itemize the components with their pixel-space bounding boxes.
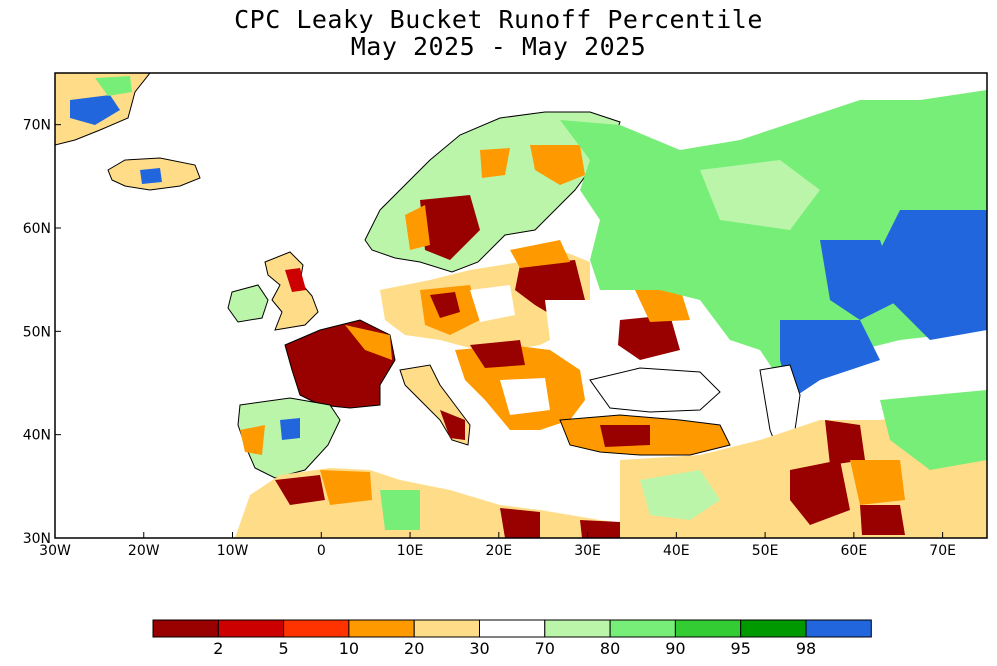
- legend-swatch: [544, 619, 611, 638]
- chart-title-line2: May 2025 - May 2025: [350, 32, 647, 61]
- region-central-asia-green: [880, 390, 987, 470]
- legend-labels: 2 5 10 20 30 70 80 90 95 98: [213, 639, 816, 658]
- legend-label: 2: [213, 639, 223, 658]
- region-north-africa-orange: [320, 470, 372, 505]
- legend-label: 10: [339, 639, 359, 658]
- legend-label: 70: [535, 639, 555, 658]
- region-baltic-orange: [510, 240, 570, 268]
- x-tick-label: 10E: [397, 543, 424, 559]
- region-norway-red: [420, 195, 480, 260]
- legend-swatch: [283, 619, 350, 638]
- region-russia-blue-central: [820, 240, 900, 320]
- map-frame: [54, 72, 988, 539]
- legend-label: 98: [796, 639, 816, 658]
- legend-swatch: [152, 619, 219, 638]
- region-turkey-red: [600, 425, 650, 447]
- x-tick-label: 20W: [128, 543, 160, 559]
- region-iran-red-central: [825, 420, 865, 465]
- legend-label: 30: [469, 639, 489, 658]
- legend-label: 80: [600, 639, 620, 658]
- x-tick-label: 70E: [929, 543, 956, 559]
- x-tick-label: 60E: [841, 543, 868, 559]
- region-greenland-green: [95, 76, 132, 96]
- legend-label: 95: [731, 639, 751, 658]
- map-field: [55, 73, 987, 538]
- region-sweden-orange: [480, 148, 510, 178]
- legend-swatch: [479, 619, 546, 638]
- region-france-orange: [345, 325, 392, 360]
- legend-swatch: [348, 619, 415, 638]
- x-tick-label: 30W: [39, 543, 71, 559]
- region-balkans-white: [500, 378, 550, 415]
- region-russia-blue-east: [880, 210, 987, 340]
- region-arabia-lightgreen: [640, 470, 720, 520]
- legend-label: 20: [404, 639, 424, 658]
- y-axis-ticks: 30N 40N 50N 60N 70N: [23, 118, 61, 547]
- region-italy-red: [440, 410, 465, 440]
- x-tick-label: 50E: [752, 543, 779, 559]
- region-iran-red-west: [790, 460, 850, 525]
- region-iberia-blue: [280, 418, 300, 440]
- x-tick-label: 30E: [574, 543, 601, 559]
- region-greenland-blue: [70, 95, 120, 125]
- y-tick-label: 60N: [23, 221, 51, 237]
- y-tick-label: 70N: [23, 118, 51, 134]
- legend-swatch: [609, 619, 676, 638]
- y-tick-label: 50N: [23, 324, 51, 340]
- legend-label: 90: [665, 639, 685, 658]
- region-germany-red: [430, 292, 460, 318]
- x-tick-label: 10W: [217, 543, 249, 559]
- x-axis-ticks: 30W 20W 10W 0 10E 20E 30E 40E 50E 60E 70E: [39, 532, 956, 559]
- legend-swatch: [805, 619, 872, 638]
- chart-title-line1: CPC Leaky Bucket Runoff Percentile: [234, 5, 763, 34]
- region-iran-orange: [850, 460, 905, 505]
- region-kazakhstan-blue: [780, 320, 880, 400]
- legend-label: 5: [279, 639, 289, 658]
- x-tick-label: 40E: [663, 543, 690, 559]
- region-morocco-red: [275, 475, 325, 505]
- region-ukraine-orange: [635, 288, 690, 322]
- land-ireland: [227, 284, 269, 323]
- region-hungary-red: [470, 340, 525, 368]
- legend-swatch: [740, 619, 807, 638]
- water-black-sea: [589, 367, 721, 413]
- region-britain-red: [285, 268, 306, 292]
- y-tick-label: 40N: [23, 428, 51, 444]
- x-tick-label: 0: [317, 543, 326, 559]
- region-iran-red-south: [860, 505, 905, 535]
- legend-swatch: [217, 619, 285, 638]
- y-tick-label: 30N: [23, 531, 51, 547]
- region-libya-red: [500, 508, 540, 538]
- region-iberia-orange: [240, 425, 265, 455]
- region-egypt-red: [580, 520, 620, 538]
- legend-boxes: [152, 619, 872, 638]
- region-poland-white: [470, 285, 515, 322]
- region-ukraine-red: [618, 315, 680, 360]
- region-iceland-blue: [140, 168, 162, 184]
- region-norway-orange: [405, 205, 430, 250]
- legend-swatch: [413, 619, 481, 638]
- region-algeria-green: [380, 490, 420, 530]
- region-russia-lightgreen: [700, 160, 820, 230]
- legend-swatch: [674, 619, 742, 638]
- region-finland-orange: [530, 145, 585, 185]
- x-tick-label: 20E: [485, 543, 512, 559]
- land-great-britain: [264, 251, 319, 331]
